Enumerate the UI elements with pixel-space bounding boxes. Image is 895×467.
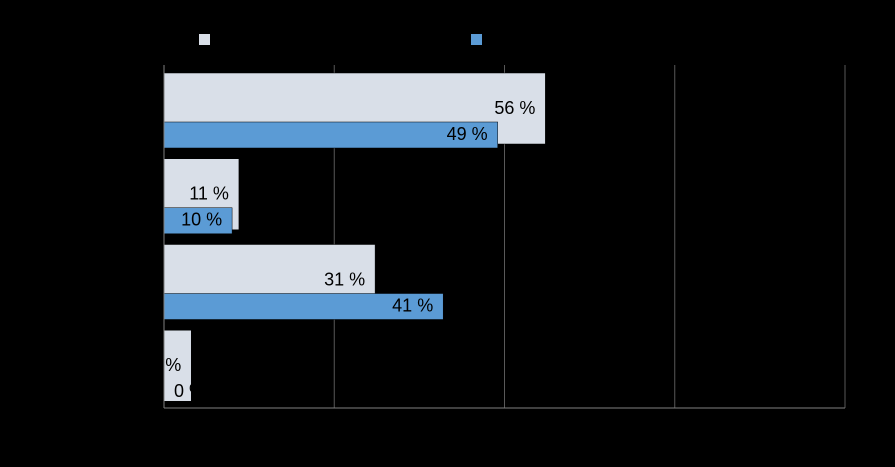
bar	[163, 293, 444, 320]
value-label: 11 %	[189, 184, 229, 204]
value-label: 10 %	[181, 210, 222, 230]
value-label: 49 %	[447, 124, 488, 144]
value-label: 0 %	[174, 381, 205, 401]
value-label: 41 %	[392, 295, 433, 315]
value-label: 56 %	[494, 98, 535, 118]
bar	[163, 330, 192, 402]
legend-swatch	[471, 34, 482, 45]
value-label: 4 %	[150, 355, 181, 375]
legend-swatch	[199, 34, 210, 45]
value-label: 31 %	[324, 269, 365, 289]
bar	[163, 207, 233, 234]
